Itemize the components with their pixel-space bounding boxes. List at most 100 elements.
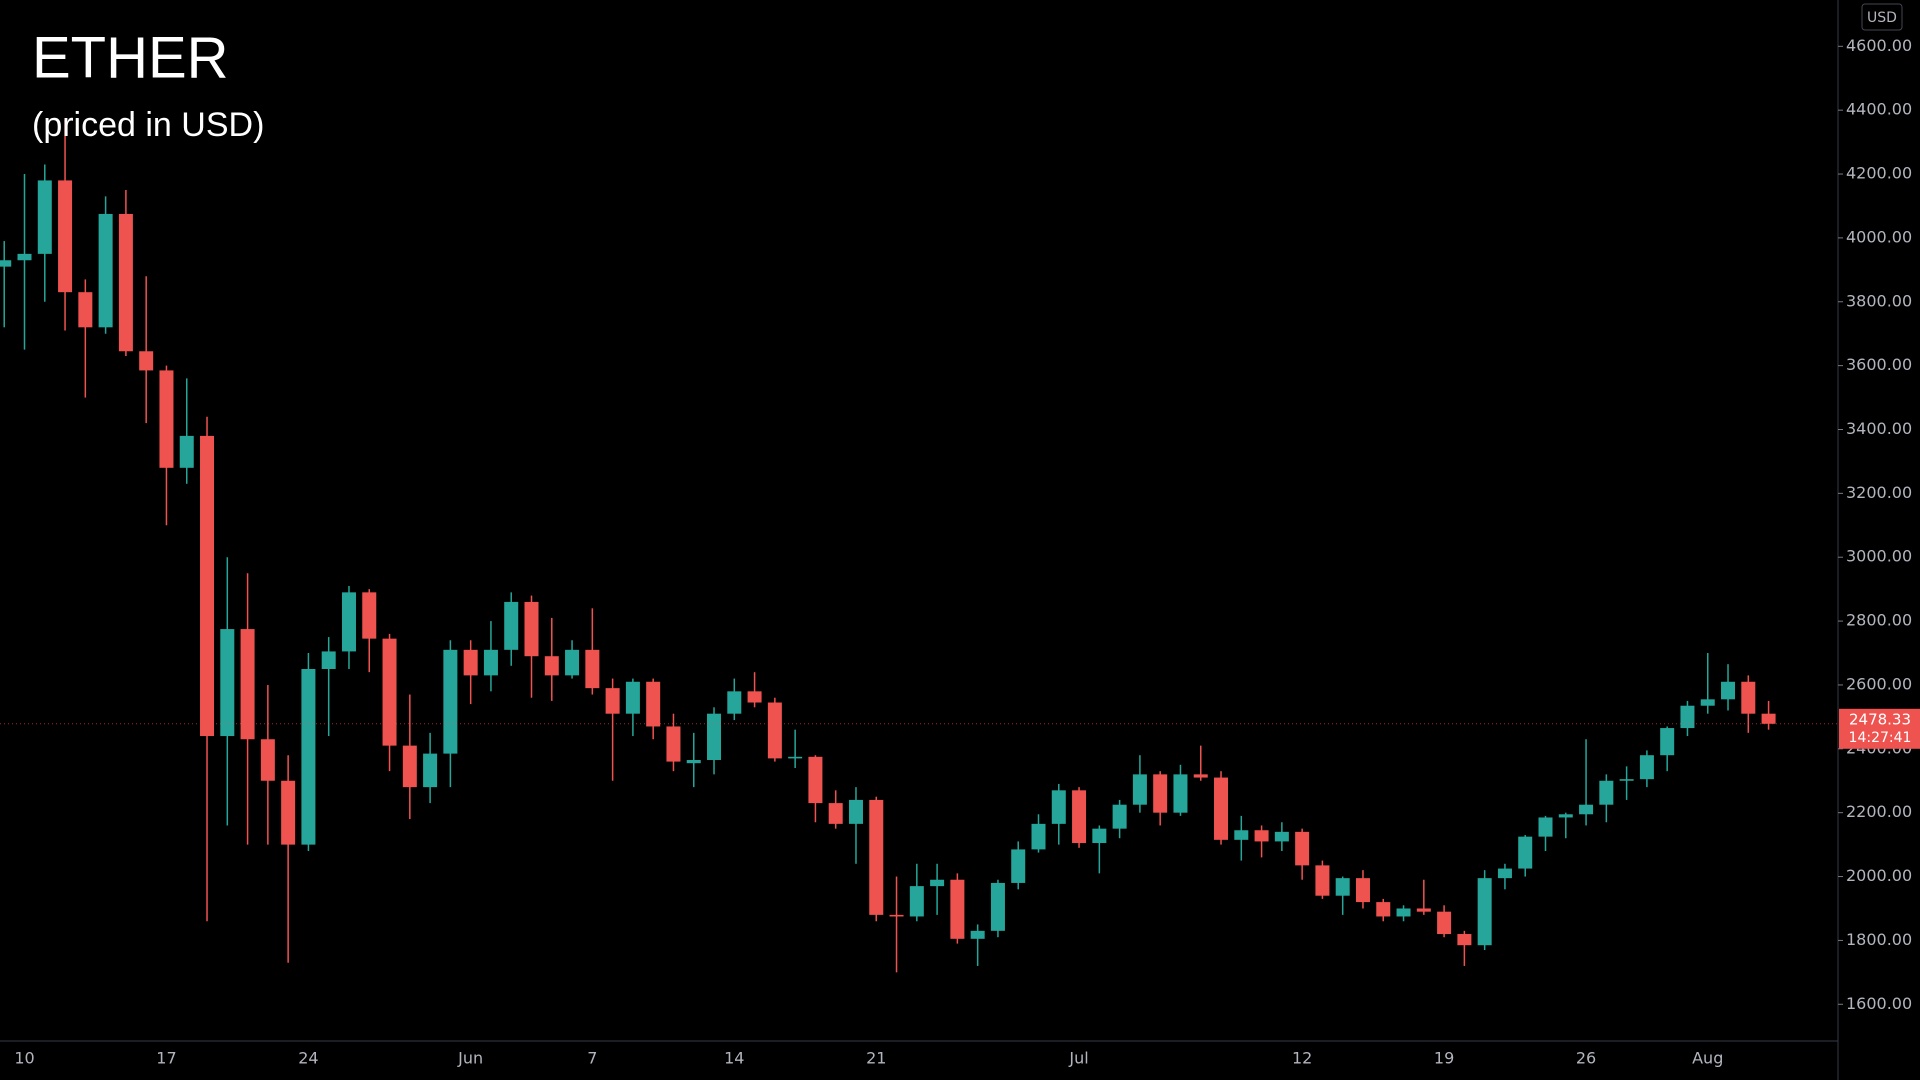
candle-body (1031, 823, 1046, 850)
x-tick-label: 10 (14, 1049, 34, 1068)
y-tick-label: 2600.00 (1846, 674, 1912, 693)
candle-body (1376, 902, 1391, 917)
candle-body (869, 799, 884, 915)
candle-body (98, 213, 113, 328)
candle-body (1457, 934, 1472, 946)
x-tick-label: Jul (1068, 1049, 1088, 1068)
y-tick-label: 3400.00 (1846, 419, 1912, 438)
candle-body (1477, 878, 1492, 946)
candle-body (118, 213, 133, 352)
candle-body (565, 649, 580, 676)
candle-body (767, 702, 782, 759)
candle-body (605, 688, 620, 714)
y-tick-label: 3600.00 (1846, 355, 1912, 374)
candle-body (463, 649, 478, 676)
candle-body (301, 668, 316, 845)
candle-body (707, 713, 722, 760)
candle-body (321, 651, 336, 669)
candle-body (1295, 831, 1310, 866)
candle-body (1741, 681, 1756, 714)
y-tick-label: 2000.00 (1846, 866, 1912, 885)
candle-body (808, 756, 823, 804)
candle-body (1558, 814, 1573, 818)
y-tick-label: 4400.00 (1846, 100, 1912, 119)
candle-body (17, 253, 32, 261)
x-tick-label: Jun (457, 1049, 483, 1068)
candle-body (1538, 817, 1553, 837)
candle-body (159, 370, 174, 468)
candle-body (1092, 828, 1107, 844)
candle-body (1254, 830, 1269, 842)
candle-body (889, 914, 904, 917)
candle-body (504, 601, 519, 650)
candle-body (686, 759, 701, 764)
x-tick-label: 14 (724, 1049, 744, 1068)
x-tick-label: 21 (866, 1049, 886, 1068)
candle-body (1680, 705, 1695, 729)
candle-body (1011, 849, 1026, 883)
y-tick-label: 3200.00 (1846, 483, 1912, 502)
candle-body (1579, 804, 1594, 815)
candle-body (1193, 774, 1208, 778)
candle-body (646, 681, 661, 727)
y-tick-label: 3800.00 (1846, 291, 1912, 310)
candle-body (1700, 699, 1715, 706)
candle-body (1112, 804, 1127, 829)
candle-body (1761, 713, 1776, 724)
candle-body (139, 351, 154, 371)
candle-body (362, 592, 377, 639)
candle-body (1355, 878, 1370, 903)
chart-subtitle: (priced in USD) (32, 106, 264, 144)
candle-body (625, 681, 640, 714)
currency-box[interactable] (1861, 3, 1903, 31)
candle-body (909, 886, 924, 917)
currency-label[interactable]: USD (1867, 10, 1897, 26)
candle-body (179, 435, 194, 468)
candle-body (990, 882, 1005, 931)
x-tick-label: Aug (1692, 1049, 1723, 1068)
candle-body (402, 745, 417, 788)
candle-body (281, 780, 296, 845)
last-price-label: 2478.33 (1849, 710, 1911, 728)
candle-body (1599, 780, 1614, 805)
candle-body (1721, 681, 1736, 700)
candle-body (341, 592, 356, 652)
x-tick-label: 19 (1434, 1049, 1454, 1068)
candle-body (1132, 774, 1147, 805)
y-tick-label: 2200.00 (1846, 802, 1912, 821)
candle-body (37, 180, 52, 254)
candle-body (585, 649, 600, 689)
candle-body (1396, 908, 1411, 917)
candle-body (1315, 865, 1330, 896)
candle-body (848, 799, 863, 824)
y-tick-label: 1800.00 (1846, 930, 1912, 949)
candle-body (828, 803, 843, 824)
candle-body (1051, 790, 1066, 824)
candle-body (930, 879, 945, 887)
y-tick-label: 4200.00 (1846, 164, 1912, 183)
candle-body (666, 726, 681, 762)
y-tick-label: 3000.00 (1846, 547, 1912, 566)
candle-body (260, 739, 275, 781)
plot (0, 119, 1838, 973)
candle-body (1173, 774, 1188, 813)
x-tick-label: 26 (1576, 1049, 1596, 1068)
candle-body (1518, 836, 1533, 869)
candle-body (1619, 779, 1634, 781)
candle-body (443, 649, 458, 754)
candle-body (1335, 878, 1350, 896)
chart-title: ETHER (32, 25, 229, 90)
candle-body (544, 656, 559, 676)
candle-body (1660, 728, 1675, 756)
candle-body (483, 649, 498, 676)
x-tick-label: 24 (298, 1049, 318, 1068)
countdown-label: 14:27:41 (1849, 730, 1912, 746)
x-tick-label: 7 (587, 1049, 597, 1068)
x-tick-label: 12 (1292, 1049, 1312, 1068)
candle-body (1072, 790, 1087, 844)
candle-body (220, 629, 235, 737)
candle-body (1437, 911, 1452, 935)
y-tick-label: 4600.00 (1846, 36, 1912, 55)
